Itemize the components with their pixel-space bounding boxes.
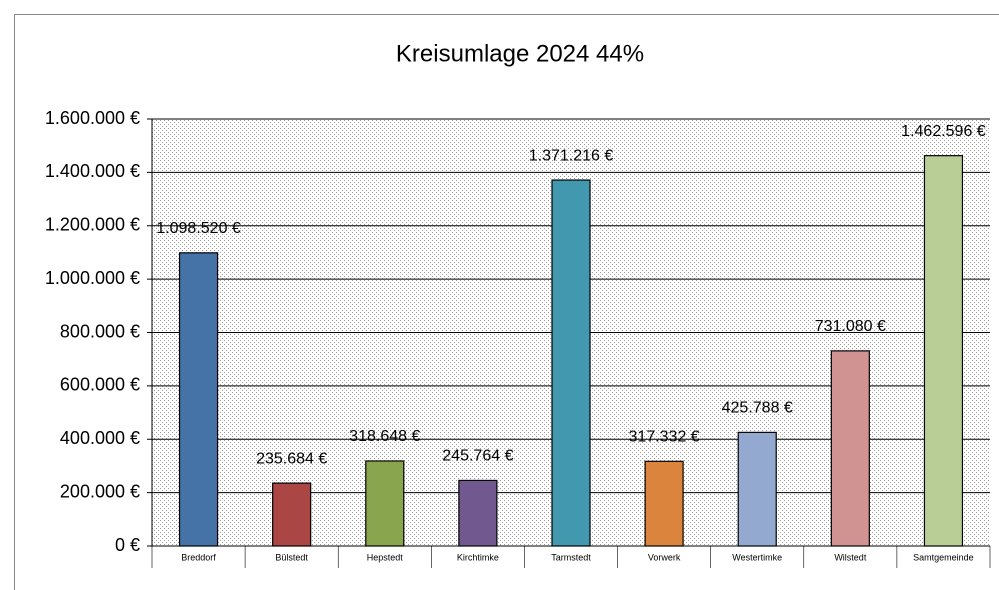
data-label: 245.764 € [442,448,513,465]
chart-frame [14,14,999,590]
x-tick-label: Hepstedt [367,552,404,562]
bar [737,431,777,547]
chart-title: Kreisumlage 2024 44% [396,40,644,67]
x-tick-label: Kirchtimke [457,552,499,562]
y-tick-label: 1.200.000 € [45,215,140,235]
y-tick-label: 1.600.000 € [45,108,140,128]
bar [551,179,591,547]
y-tick-label: 600.000 € [60,375,140,395]
data-label: 1.371.216 € [529,147,614,164]
bar [458,479,498,547]
x-tick-label: Westertimke [732,552,782,562]
x-tick-label: Samtgemeinde [913,552,974,562]
x-tick-label: Vorwerk [648,552,681,562]
y-tick-label: 0 € [115,535,140,555]
data-label: 1.098.520 € [156,220,241,237]
data-label: 317.332 € [629,429,700,446]
y-tick-label: 1.400.000 € [45,161,140,181]
data-label: 235.684 € [256,450,327,467]
bar [830,350,870,547]
data-label: 1.462.596 € [901,123,986,140]
bar [923,155,964,547]
data-label: 425.788 € [722,400,793,417]
y-tick-label: 1.000.000 € [45,268,140,288]
x-tick-label: Breddorf [181,552,216,562]
bar [365,460,405,547]
x-tick-label: Tarmstedt [551,552,591,562]
data-label: 731.080 € [815,318,886,335]
y-tick-label: 400.000 € [60,428,140,448]
bar [644,460,684,547]
bar [272,482,312,547]
data-label: 318.648 € [349,428,420,445]
y-tick-label: 800.000 € [60,321,140,341]
bar [178,252,219,547]
x-tick-label: Wilstedt [834,552,867,562]
y-tick-label: 200.000 € [60,481,140,501]
x-tick-label: Bülstedt [275,552,308,562]
